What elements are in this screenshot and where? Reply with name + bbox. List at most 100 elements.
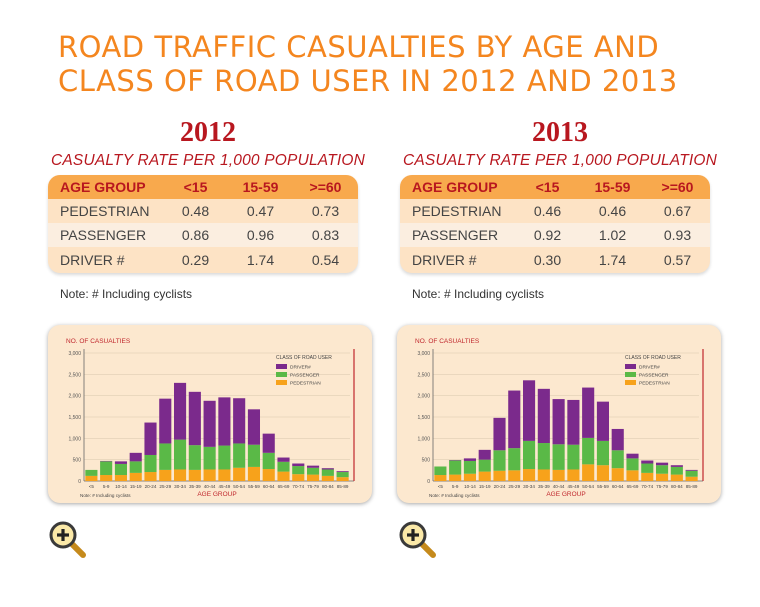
bar-passenger — [336, 472, 349, 478]
legend-label: DRIVER# — [290, 365, 311, 371]
x-tick-label: 10-14 — [115, 484, 127, 489]
table-cell: 0.57 — [663, 252, 692, 268]
bar-pedestrian — [596, 465, 610, 481]
bar-driver — [321, 468, 334, 470]
legend-title: CLASS OF ROAD USER — [276, 355, 332, 361]
bar-pedestrian — [129, 472, 142, 481]
x-tick-label: 20-24 — [145, 484, 157, 489]
bar-driver — [129, 452, 142, 462]
bar-pedestrian — [611, 468, 624, 481]
y-tick-label: 2,000 — [68, 394, 81, 400]
table-header-row: AGE GROUP <15 15-59 >=60 — [400, 175, 710, 199]
bar-pedestrian — [173, 469, 187, 481]
table-note: Note: # Including cyclists — [412, 287, 545, 301]
legend-title: CLASS OF ROAD USER — [625, 355, 681, 361]
x-tick-label: 15-19 — [479, 484, 491, 489]
bar-passenger — [129, 461, 142, 473]
bar-driver — [596, 401, 610, 441]
bar-driver — [188, 391, 201, 446]
y-tick-label: 500 — [73, 458, 82, 464]
bar-driver — [655, 462, 669, 466]
bar-passenger — [508, 448, 521, 471]
bar-driver — [292, 463, 305, 467]
bar-pedestrian — [522, 469, 536, 481]
bar-driver — [218, 397, 231, 446]
bar-pedestrian — [218, 469, 231, 481]
chart-card-2013[interactable]: NO. OF CASUALTIES 0 500 1,000 1,500 2,000 2,50… — [397, 325, 721, 503]
zoom-in-icon[interactable] — [48, 520, 88, 560]
x-tick-label: 85-89 — [337, 484, 349, 489]
row-label: PEDESTRIAN — [60, 203, 150, 219]
bar-passenger — [596, 440, 610, 466]
header-cell: <15 — [535, 179, 560, 195]
y-axis-title: NO. OF CASUALTIES — [415, 338, 480, 345]
bar-passenger — [552, 444, 565, 470]
bar-driver — [567, 399, 580, 445]
bar-passenger — [218, 445, 231, 470]
bar-pedestrian — [685, 476, 698, 481]
x-tick-label: 80-84 — [322, 484, 334, 489]
y-tick-label: 0 — [427, 479, 430, 485]
bar-pedestrian — [247, 466, 261, 481]
table-row: PASSENGER 0.86 0.96 0.83 — [48, 223, 358, 247]
legend-swatch — [625, 372, 636, 377]
x-tick-label: 20-24 — [494, 484, 506, 489]
panel-2013: 2013 CASUALTY RATE PER 1,000 POPULATION … — [400, 118, 720, 303]
page-title: ROAD TRAFFIC CASUALTIES BY AGE AND CLASS… — [58, 30, 678, 98]
x-tick-label: 35-39 — [538, 484, 550, 489]
bar-pedestrian — [670, 474, 683, 481]
legend-label: PEDESTRIAN — [639, 381, 670, 387]
chart-card-2012[interactable]: NO. OF CASUALTIES 0 500 1,000 1,500 2,000 2,50… — [48, 325, 372, 503]
bar-passenger — [321, 469, 334, 476]
bar-passenger — [641, 463, 654, 473]
header-cell: <15 — [183, 179, 208, 195]
legend-swatch — [276, 380, 287, 385]
bar-driver — [626, 453, 639, 459]
panel-2012: 2012 CASUALTY RATE PER 1,000 POPULATION … — [48, 118, 368, 303]
table-cell: 1.74 — [246, 252, 275, 268]
bar-passenger — [262, 452, 275, 470]
table-cell: 0.46 — [533, 203, 562, 219]
bar-pedestrian — [203, 469, 216, 481]
table-cell: 0.96 — [246, 227, 275, 243]
x-tick-label: 55-59 — [248, 484, 260, 489]
bar-driver — [233, 398, 246, 444]
header-cell: >=60 — [661, 179, 694, 195]
table-row: DRIVER # 0.29 1.74 0.54 — [48, 247, 358, 273]
legend-label: PASSENGER — [290, 373, 320, 379]
legend-swatch — [625, 380, 636, 385]
rate-title: CASUALTY RATE PER 1,000 POPULATION — [50, 152, 366, 169]
x-tick-label: 65-69 — [278, 484, 290, 489]
legend-label: PASSENGER — [639, 373, 669, 379]
rate-table: AGE GROUP <15 15-59 >=60 PEDESTRIAN 0.46… — [400, 175, 710, 273]
x-tick-label: 65-69 — [627, 484, 639, 489]
bar-pedestrian — [321, 475, 334, 481]
bar-driver — [306, 465, 320, 468]
bar-pedestrian — [188, 469, 201, 481]
bar-pedestrian — [336, 477, 349, 481]
x-tick-label: 60-64 — [612, 484, 624, 489]
table-cell: 0.47 — [246, 203, 275, 219]
table-cell: 0.54 — [311, 252, 340, 268]
header-cell: 15-59 — [242, 179, 279, 195]
bar-driver — [493, 417, 506, 451]
x-tick-label: 70-74 — [292, 484, 304, 489]
table-cell: 0.86 — [181, 227, 210, 243]
x-tick-label: 30-34 — [523, 484, 535, 489]
bar-driver — [478, 449, 491, 460]
zoom-in-icon[interactable] — [398, 520, 438, 560]
bar-passenger — [277, 461, 290, 472]
bar-pedestrian — [292, 474, 305, 481]
header-cell: AGE GROUP — [60, 179, 146, 195]
bar-passenger — [203, 446, 216, 470]
bar-passenger — [144, 454, 157, 473]
bar-pedestrian — [567, 469, 580, 481]
table-cell: 0.83 — [311, 227, 340, 243]
bar-pedestrian — [478, 471, 491, 481]
header-cell: 15-59 — [594, 179, 631, 195]
bar-passenger — [522, 440, 536, 470]
bar-driver — [247, 409, 261, 445]
x-tick-label: 25-29 — [159, 484, 171, 489]
y-tick-label: 0 — [78, 479, 81, 485]
x-tick-label: 40-44 — [553, 484, 565, 489]
